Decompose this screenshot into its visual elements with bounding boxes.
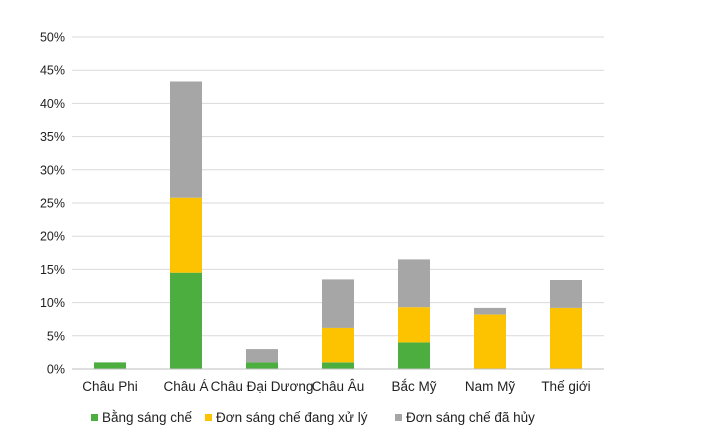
y-tick-label: 20% xyxy=(40,230,65,244)
bar-don-sang-che-da-huy-chau-au xyxy=(322,279,354,328)
bar-bang-sang-che-bac-my xyxy=(398,342,430,369)
x-tick-label: Châu Phi xyxy=(82,379,138,394)
y-tick-label: 0% xyxy=(47,363,65,377)
y-axis-ticks: 0% 5% 10% 15% 20% 25% 30% 35% 40% 45% 50% xyxy=(40,31,65,377)
y-tick-label: 45% xyxy=(40,64,65,78)
x-tick-label: Nam Mỹ xyxy=(465,379,515,394)
bar-bang-sang-che-chau-a xyxy=(170,272,202,369)
bar-bang-sang-che-chau-phi xyxy=(94,362,126,369)
bars xyxy=(94,81,582,369)
bar-don-sang-che-dang-xu-ly-chau-au xyxy=(322,327,354,363)
x-tick-label: Bắc Mỹ xyxy=(391,379,436,394)
legend-label: Đơn sáng chế đang xử lý xyxy=(216,410,368,425)
x-tick-label: Châu Á xyxy=(163,379,208,394)
gridlines xyxy=(72,36,604,337)
y-tick-label: 50% xyxy=(40,31,65,45)
bar-don-sang-che-da-huy-chau-dai-duong xyxy=(246,349,278,363)
legend-label: Đơn sáng chế đã hủy xyxy=(406,410,535,425)
bar-don-sang-che-dang-xu-ly-bac-my xyxy=(398,307,430,343)
legend: Bằng sáng chế Đơn sáng chế đang xử lý Đơn … xyxy=(91,410,535,425)
bar-don-sang-che-da-huy-the-gioi xyxy=(550,280,582,308)
legend-swatch xyxy=(395,414,402,421)
y-tick-label: 35% xyxy=(40,130,65,144)
legend-swatch xyxy=(91,414,98,421)
x-tick-label: Thế giới xyxy=(541,379,590,394)
bar-bang-sang-che-chau-au xyxy=(322,362,354,369)
y-tick-label: 40% xyxy=(40,97,65,111)
legend-label: Bằng sáng chế xyxy=(102,410,193,425)
bar-don-sang-che-da-huy-chau-a xyxy=(170,81,202,198)
bar-don-sang-che-da-huy-bac-my xyxy=(398,259,430,308)
y-tick-label: 10% xyxy=(40,296,65,310)
bar-don-sang-che-dang-xu-ly-nam-my xyxy=(474,314,506,369)
x-tick-label: Châu Đại Dương xyxy=(211,379,314,394)
y-tick-label: 5% xyxy=(47,329,65,343)
bar-don-sang-che-dang-xu-ly-the-gioi xyxy=(550,307,582,369)
x-tick-label: Châu Âu xyxy=(312,379,365,394)
y-tick-label: 25% xyxy=(40,197,65,211)
y-tick-label: 30% xyxy=(40,163,65,177)
bar-don-sang-che-dang-xu-ly-chau-a xyxy=(170,197,202,273)
bar-bang-sang-che-chau-dai-duong xyxy=(246,362,278,369)
legend-swatch xyxy=(205,414,212,421)
y-tick-label: 15% xyxy=(40,263,65,277)
bar-don-sang-che-da-huy-nam-my xyxy=(474,307,506,315)
